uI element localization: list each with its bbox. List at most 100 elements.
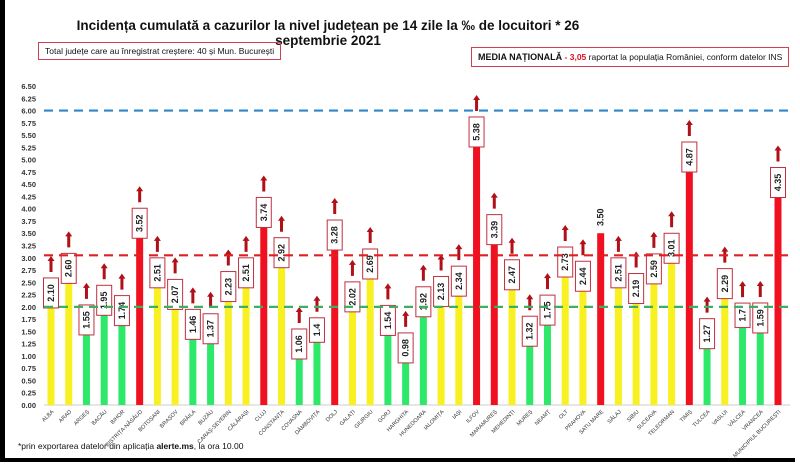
value-label: 2.19 [631, 280, 641, 298]
y-tick-label: 0.25 [21, 389, 36, 398]
increase-arrow-icon [384, 283, 392, 300]
category-label: NEAMȚ [534, 409, 552, 427]
value-label: 2.51 [241, 264, 251, 282]
value-label-box [273, 237, 290, 269]
increase-arrow-icon [65, 231, 73, 248]
y-tick-label: 2.50 [21, 278, 36, 287]
value-label: 3.74 [259, 204, 269, 222]
value-label: 2.10 [46, 284, 56, 302]
category-label: GIURGIU [354, 409, 375, 430]
y-tick-label: 5.75 [21, 119, 36, 128]
y-tick-label: 2.00 [21, 303, 36, 312]
increase-arrow-icon [402, 310, 410, 327]
value-label-box [770, 167, 786, 199]
bar-iași [455, 290, 463, 405]
increase-arrow-icon [490, 192, 498, 209]
category-label: DOLJ [325, 409, 339, 423]
y-tick-label: 6.25 [21, 94, 36, 103]
value-label-box [504, 259, 521, 291]
value-label: 2.59 [649, 260, 659, 278]
bar-arad [65, 277, 73, 405]
bar-cluj [260, 221, 268, 405]
bar-neamț [543, 319, 551, 405]
value-label-box [415, 286, 432, 318]
value-label-box [379, 304, 396, 336]
chart-title: Incidența cumulată a cazurilor la nivel … [76, 18, 580, 48]
increase-arrow-icon [543, 273, 551, 290]
value-label: 1.55 [81, 311, 91, 329]
y-tick-label: 4.25 [21, 192, 36, 201]
value-label: 1.37 [206, 320, 216, 338]
value-label-box [699, 318, 716, 350]
y-tick-label: 0.50 [21, 376, 36, 385]
value-label: 1.75 [542, 301, 552, 319]
increase-arrow-icon [614, 235, 622, 252]
bar-vâlcea [739, 321, 747, 405]
bar-constanța [278, 261, 286, 405]
category-label: SĂLAJ [606, 408, 623, 425]
increase-arrow-icon [118, 273, 126, 290]
value-label-box [362, 248, 379, 280]
value-label-box [326, 219, 343, 251]
increase-arrow-icon [278, 215, 286, 232]
category-label: TULCEA [692, 409, 712, 429]
value-label-box [610, 257, 627, 289]
value-label-box [344, 281, 361, 313]
value-label-box [645, 253, 662, 285]
bar-suceava [650, 277, 658, 405]
bar-giurgiu [366, 272, 374, 405]
value-label-box [131, 207, 148, 239]
category-label: IAȘI [452, 409, 464, 421]
value-label: 1.46 [188, 316, 198, 334]
value-label: 3.39 [489, 221, 499, 239]
y-tick-label: 3.75 [21, 217, 36, 226]
increase-arrow-icon [313, 295, 321, 312]
value-label: 1.32 [525, 322, 535, 340]
increase-arrow-icon [632, 251, 640, 268]
footnote: *prin exportarea datelor din aplicația a… [18, 441, 243, 451]
value-label-box [291, 328, 308, 360]
value-label-box [238, 257, 255, 289]
value-label-box [752, 302, 769, 334]
bar-ilfov [473, 140, 481, 405]
y-tick-label: 5.00 [21, 156, 36, 165]
value-label-box [397, 332, 414, 364]
y-tick-label: 2.25 [21, 291, 36, 300]
bar-bihor [118, 319, 126, 405]
bar-sălaj [614, 281, 622, 405]
bar-dâmbovița [313, 336, 321, 405]
bar-teleorman [668, 257, 676, 405]
total-increase-note: Total județe care au înregistrat creșter… [38, 42, 282, 60]
bar-argeș [82, 328, 90, 405]
y-tick-label: 4.50 [21, 180, 36, 189]
value-label: 3.50 [596, 208, 606, 226]
increase-arrow-icon [47, 255, 55, 272]
category-label: ALBA [41, 409, 55, 423]
bar-covasna [295, 352, 303, 405]
y-tick-label: 6.50 [21, 82, 36, 91]
value-label-box [521, 315, 538, 347]
increase-arrow-icon [419, 264, 427, 281]
value-label: 2.69 [365, 255, 375, 273]
bar-brăila [189, 333, 197, 405]
frame-left-border [0, 0, 5, 462]
value-label-box [450, 265, 467, 297]
footnote-text: *prin exportarea datelor din aplicația [18, 441, 157, 451]
bar-sibiu [632, 297, 640, 405]
increase-arrow-icon [685, 119, 693, 136]
value-label-box [468, 116, 485, 148]
increase-arrow-icon [295, 306, 303, 323]
bar-caraș-severin [224, 295, 232, 405]
value-label: 1.92 [418, 293, 428, 311]
value-label: 2.02 [347, 288, 357, 306]
value-label: 2.44 [578, 267, 588, 285]
increase-arrow-icon [756, 280, 764, 297]
category-label: BRĂILA [178, 408, 197, 427]
y-tick-label: 4.75 [21, 168, 36, 177]
national-average-text: raportat la populația României, conform … [586, 52, 783, 62]
category-label: BRAȘOV [159, 409, 180, 430]
value-label: 2.13 [436, 283, 446, 301]
bar-dolj [331, 244, 339, 405]
value-label: 1.54 [383, 312, 393, 330]
value-label: 5.38 [472, 123, 482, 141]
